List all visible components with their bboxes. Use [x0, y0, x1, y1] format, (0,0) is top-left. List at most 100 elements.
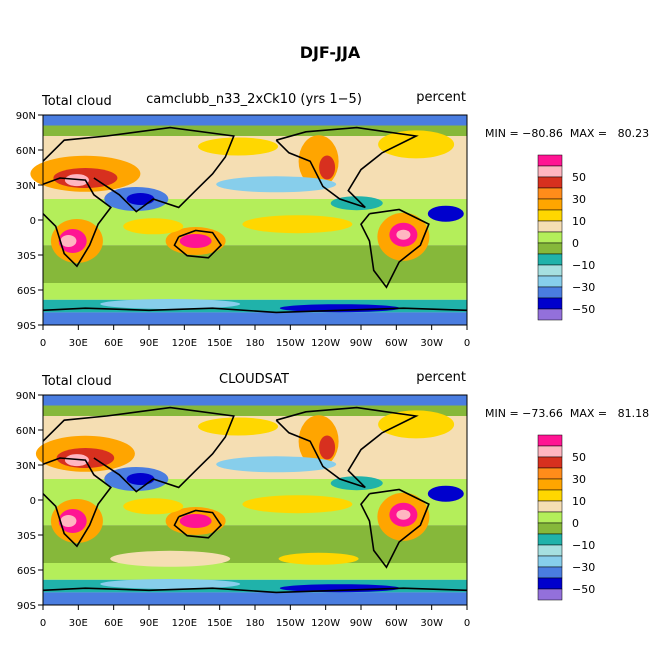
colorbar-swatch [537, 198, 563, 211]
x-tick-label: 60W [385, 338, 408, 349]
colorbar-swatch [537, 220, 563, 233]
cloud-anomaly [60, 235, 77, 247]
panel-cloudsat-colorbar: 50 30 10 0 −10 −30 −50 [537, 434, 595, 601]
cloud-anomaly [378, 410, 455, 439]
y-tick-label: 60S [17, 566, 36, 577]
colorbar-swatch [537, 555, 563, 568]
y-tick-label: 30N [16, 461, 36, 472]
panel-cloudsat-map [35, 394, 468, 606]
colorbar-swatch [537, 478, 563, 491]
colorbar-swatch [537, 522, 563, 535]
cloud-anomaly [126, 193, 155, 205]
x-tick-label: 180 [245, 338, 264, 349]
colorbar-swatch [537, 286, 563, 299]
colorbar-swatch [537, 264, 563, 277]
cloud-anomaly [242, 495, 353, 514]
cloud-band [43, 405, 467, 416]
x-tick-label: 90W [350, 618, 373, 629]
colorbar-label: −50 [572, 303, 595, 316]
cloud-anomaly [396, 229, 411, 240]
panel-model-center-title: camclubb_n33_2xCk10 (yrs 1−5) [146, 92, 362, 107]
y-tick-label: 60S [17, 286, 36, 297]
x-tick-label: 150W [276, 618, 305, 629]
panel-model-units: percent [416, 90, 466, 105]
cloud-anomaly [179, 234, 212, 248]
cloud-anomaly [319, 435, 336, 460]
colorbar-swatch [537, 434, 563, 447]
x-tick-label: 0 [40, 338, 46, 349]
colorbar-swatch [537, 209, 563, 222]
y-tick-label: 0 [30, 496, 36, 507]
colorbar-label: 0 [572, 237, 579, 250]
cloud-band [43, 115, 467, 126]
panel-cloudsat-left-title: Total cloud [41, 374, 112, 389]
y-tick-label: 90N [16, 111, 36, 122]
y-tick-label: 90S [17, 321, 36, 332]
colorbar-swatch [537, 566, 563, 579]
x-tick-label: 90E [139, 618, 158, 629]
cloud-anomaly [126, 473, 155, 485]
colorbar-label: 0 [572, 517, 579, 530]
panel-model-stats: MIN = −80.86 MAX = 80.23 [485, 127, 649, 140]
colorbar-swatch [537, 187, 563, 200]
x-tick-label: 60E [104, 338, 123, 349]
coastline-north-america [275, 126, 419, 209]
y-tick-label: 30S [17, 531, 36, 542]
cloud-anomaly [216, 456, 337, 473]
cloud-anomaly [278, 552, 359, 565]
x-tick-label: 120E [172, 338, 197, 349]
x-tick-label: 150E [207, 618, 232, 629]
coastline-south-america [360, 488, 430, 569]
x-tick-label: 150E [207, 338, 232, 349]
y-tick-label: 60N [16, 146, 36, 157]
cloud-anomaly [110, 550, 231, 567]
x-tick-label: 180 [245, 618, 264, 629]
cloud-band [43, 395, 467, 406]
x-tick-label: 60E [104, 618, 123, 629]
x-tick-label: 30W [420, 618, 443, 629]
cloud-band [43, 125, 467, 136]
coastline-eurasia [42, 126, 235, 213]
coastline-australia [173, 509, 223, 539]
colorbar-label: −30 [572, 561, 595, 574]
panel-model: Total cloud camclubb_n33_2xCk10 (yrs 1−5… [16, 90, 649, 349]
cloud-anomaly [100, 299, 241, 309]
colorbar-swatch [537, 275, 563, 288]
x-tick-label: 120E [172, 618, 197, 629]
panel-model-axes: 0 30E 60E 90E 120E 150E 180 150W 120W 90W 60W 30W 09… [16, 111, 470, 349]
panel-cloudsat-units: percent [416, 370, 466, 385]
panel-cloudsat-center-title: CLOUDSAT [219, 372, 289, 387]
cloud-band [43, 563, 467, 580]
coastline-africa [42, 457, 112, 548]
x-tick-label: 0 [464, 338, 470, 349]
colorbar-label: −10 [572, 259, 595, 272]
cloud-anomaly [198, 137, 279, 156]
x-tick-label: 90W [350, 338, 373, 349]
cloud-anomaly [123, 218, 184, 235]
x-tick-label: 0 [40, 618, 46, 629]
cloud-anomaly [396, 509, 411, 520]
x-tick-label: 120W [311, 618, 340, 629]
cloud-anomaly [427, 205, 464, 222]
cloud-band [43, 283, 467, 300]
colorbar-swatch [537, 445, 563, 458]
cloud-anomaly [100, 579, 241, 589]
colorbar-label: 10 [572, 215, 586, 228]
colorbar-label: 30 [572, 473, 586, 486]
cloud-anomaly [279, 584, 400, 593]
cloud-anomaly [216, 176, 337, 193]
panel-cloudsat-stats: MIN = −73.66 MAX = 81.18 [485, 407, 649, 420]
colorbar-label: −50 [572, 583, 595, 596]
coastline-south-america [360, 208, 430, 289]
y-tick-label: 30N [16, 181, 36, 192]
y-tick-label: 60N [16, 426, 36, 437]
colorbar-swatch [537, 165, 563, 178]
colorbar-label: 50 [572, 171, 586, 184]
coastline-antarctica [42, 587, 468, 594]
panel-cloudsat-axes: 0 30E 60E 90E 120E 150E 180 150W 120W 90W 60W 30W 09… [16, 391, 470, 629]
coastline-north-america [275, 406, 419, 489]
cloud-anomaly [198, 417, 279, 436]
cloud-anomaly [123, 498, 184, 515]
cloud-band [43, 592, 467, 605]
